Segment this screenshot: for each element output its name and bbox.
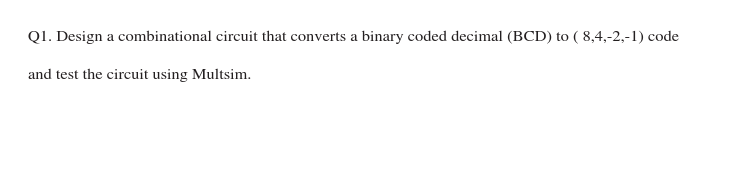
Text: and test the circuit using Multsim.: and test the circuit using Multsim. xyxy=(28,68,251,82)
Text: Q1. Design a combinational circuit that converts a binary coded decimal (BCD) to: Q1. Design a combinational circuit that … xyxy=(28,30,679,44)
